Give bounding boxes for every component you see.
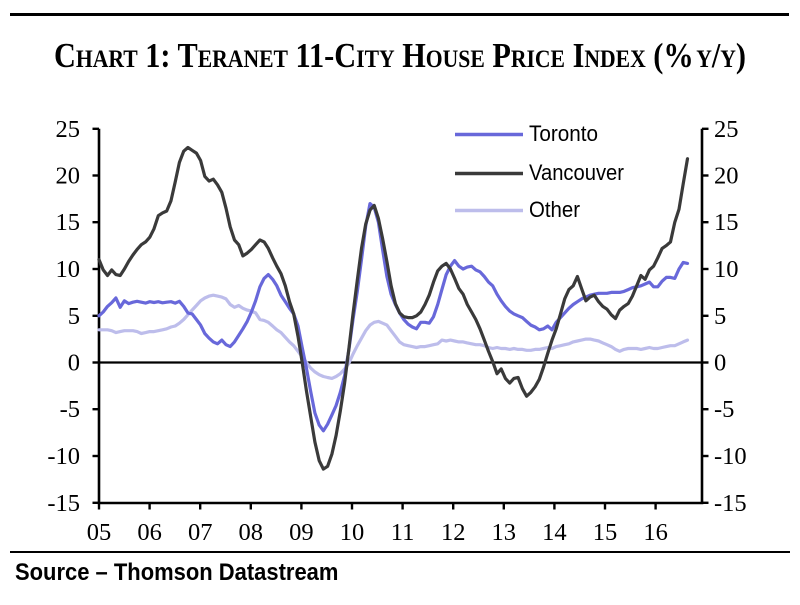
svg-text:12: 12 bbox=[441, 519, 466, 546]
svg-text:20: 20 bbox=[714, 163, 739, 190]
svg-text:15: 15 bbox=[56, 209, 81, 236]
svg-text:15: 15 bbox=[714, 209, 739, 236]
svg-text:5: 5 bbox=[714, 303, 726, 330]
svg-text:07: 07 bbox=[188, 519, 213, 546]
svg-text:5: 5 bbox=[68, 303, 80, 330]
svg-text:-10: -10 bbox=[47, 443, 80, 470]
svg-text:Toronto: Toronto bbox=[529, 121, 598, 146]
svg-text:10: 10 bbox=[56, 256, 81, 283]
svg-text:10: 10 bbox=[340, 519, 365, 546]
svg-text:25: 25 bbox=[714, 116, 739, 143]
svg-text:08: 08 bbox=[239, 519, 264, 546]
svg-text:-10: -10 bbox=[714, 443, 747, 470]
svg-text:Other: Other bbox=[529, 197, 580, 222]
svg-text:13: 13 bbox=[492, 519, 517, 546]
svg-text:14: 14 bbox=[542, 519, 567, 546]
svg-text:05: 05 bbox=[87, 519, 112, 546]
svg-text:0: 0 bbox=[68, 350, 80, 377]
svg-text:15: 15 bbox=[593, 519, 618, 546]
svg-text:06: 06 bbox=[137, 519, 162, 546]
svg-text:0: 0 bbox=[714, 350, 726, 377]
svg-text:-15: -15 bbox=[47, 490, 80, 517]
svg-text:-5: -5 bbox=[714, 396, 734, 423]
svg-text:20: 20 bbox=[56, 163, 81, 190]
svg-text:-15: -15 bbox=[714, 490, 747, 517]
svg-text:-5: -5 bbox=[60, 396, 80, 423]
svg-text:09: 09 bbox=[289, 519, 314, 546]
svg-text:Vancouver: Vancouver bbox=[529, 160, 624, 185]
svg-text:10: 10 bbox=[714, 256, 739, 283]
svg-text:25: 25 bbox=[56, 116, 81, 143]
svg-text:16: 16 bbox=[643, 519, 668, 546]
svg-text:11: 11 bbox=[391, 519, 415, 546]
